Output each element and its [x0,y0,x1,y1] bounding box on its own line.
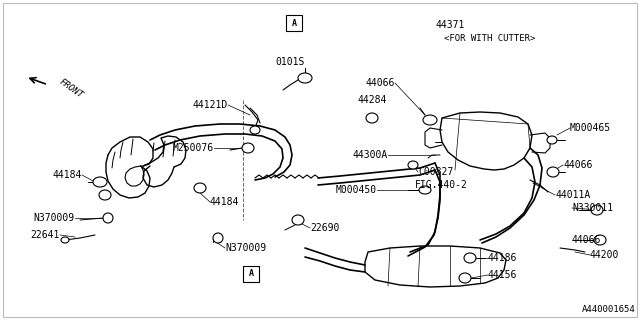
Ellipse shape [213,233,223,243]
Text: 44011A: 44011A [555,190,590,200]
Text: C00827: C00827 [418,167,453,177]
Bar [287,15,303,31]
Ellipse shape [419,186,431,194]
Text: N330011: N330011 [572,203,613,213]
Text: N370009: N370009 [225,243,266,253]
Text: M000450: M000450 [336,185,377,195]
Ellipse shape [594,235,606,245]
Ellipse shape [93,177,107,187]
Text: 22641: 22641 [31,230,60,240]
Ellipse shape [366,113,378,123]
Text: FIG.440-2: FIG.440-2 [415,180,468,190]
Ellipse shape [61,237,69,243]
Text: 22690: 22690 [310,223,339,233]
Ellipse shape [423,115,437,125]
Ellipse shape [298,73,312,83]
Ellipse shape [464,253,476,263]
Text: N370009: N370009 [34,213,75,223]
Ellipse shape [250,126,260,134]
Text: 44371: 44371 [435,20,465,30]
Text: 44121D: 44121D [193,100,228,110]
Text: 44200: 44200 [590,250,620,260]
Ellipse shape [547,167,559,177]
Bar [243,266,259,282]
Ellipse shape [591,205,603,215]
Text: 44300A: 44300A [353,150,388,160]
Text: 44156: 44156 [488,270,517,280]
Text: 0101S: 0101S [275,57,305,67]
Ellipse shape [547,136,557,144]
Ellipse shape [194,183,206,193]
Ellipse shape [99,190,111,200]
Text: M250076: M250076 [173,143,214,153]
Text: M000465: M000465 [570,123,611,133]
Text: 44066: 44066 [572,235,602,245]
Ellipse shape [103,213,113,223]
Ellipse shape [242,143,254,153]
Text: A440001654: A440001654 [582,306,636,315]
Text: A: A [292,19,297,28]
Text: 44066: 44066 [563,160,593,170]
Text: 44184: 44184 [210,197,239,207]
Text: 44186: 44186 [488,253,517,263]
Text: <FOR WITH CUTTER>: <FOR WITH CUTTER> [444,34,536,43]
Ellipse shape [408,161,418,169]
Text: 44284: 44284 [357,95,387,105]
Text: A: A [248,269,253,278]
Text: 44184: 44184 [52,170,82,180]
Text: 44066: 44066 [365,78,395,88]
Ellipse shape [459,273,471,283]
Ellipse shape [292,215,304,225]
Text: FRONT: FRONT [58,77,84,100]
